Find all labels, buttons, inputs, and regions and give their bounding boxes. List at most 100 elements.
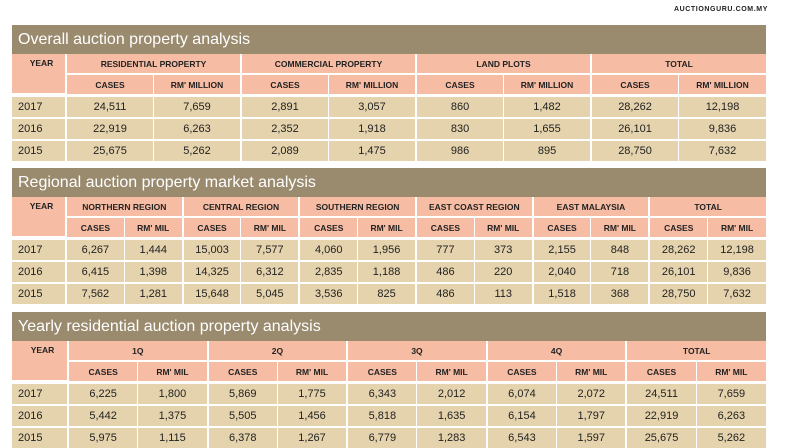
column-header: CASES [414,217,475,237]
row-spacer [12,381,766,384]
value-cell: 895 [503,141,592,161]
row-spacer [12,404,766,406]
group-header: SOUTHERN REGION [298,197,416,218]
column-header: CASES [206,361,278,381]
value-cell: 1,655 [503,119,592,139]
row-spacer [12,426,766,428]
value-cell: 7,632 [707,284,766,304]
value-cell: 9,836 [707,262,766,282]
column-header-row: CASES RM' MIL CASES RM' MIL CASES RM' MIL CASE… [12,217,766,237]
value-cell: 5,262 [153,141,242,161]
group-header: TOTAL [648,197,766,218]
value-cell: 368 [590,284,650,304]
column-header: CASES [64,217,125,237]
column-header: CASES [531,217,591,237]
value-cell: 860 [415,97,504,117]
column-header: CASES [648,217,708,237]
column-header: RM' MIL [357,217,416,237]
value-cell: 28,750 [648,284,708,304]
value-cell: 1,797 [556,406,627,426]
value-cell: 4,060 [298,240,358,260]
year-cell: 2015 [12,284,66,304]
column-header: CASES [485,361,557,381]
column-header: CASES [240,74,329,94]
year-cell: 2017 [12,240,66,260]
group-header: CENTRAL REGION [181,197,300,218]
column-header: CASES [625,361,697,381]
table-row: 2017 24,511 7,659 2,891 3,057 860 1,482 28,262 1… [12,97,767,117]
value-cell: 825 [357,284,416,304]
group-header: EAST COAST REGION [414,197,533,218]
value-cell: 22,919 [65,119,154,139]
value-cell: 7,659 [695,384,766,404]
row-spacer [12,282,766,284]
regional-analysis-table: YEAR NORTHERN REGION CENTRAL REGION SOUTHER… [12,197,766,304]
group-header: 3Q [346,341,487,362]
table-row: 2015 7,562 1,281 15,648 5,045 3,536 825 486 113 1… [12,284,766,304]
row-spacer-cell [12,426,766,428]
column-header: CASES [298,217,358,237]
value-cell: 6,312 [240,262,300,282]
value-cell: 2,040 [531,262,591,282]
value-cell: 5,505 [206,406,278,426]
overall-analysis-table: YEAR RESIDENTIAL PROPERTY COMMERCIAL PROPE… [12,54,767,161]
value-cell: 7,562 [64,284,125,304]
value-cell: 5,442 [67,406,138,426]
value-cell: 12,198 [707,240,766,260]
year-cell: 2015 [12,428,68,448]
value-cell: 15,003 [181,240,241,260]
value-cell: 2,072 [556,384,627,404]
residential-yearly-table: YEAR 1Q 2Q 3Q 4Q TOTAL CASES RM' MIL CASES RM' MI… [12,341,766,448]
column-header: RM' MILLION [328,74,417,94]
group-header: NORTHERN REGION [65,197,183,218]
group-header-row: YEAR RESIDENTIAL PROPERTY COMMERCIAL PROPE… [12,54,767,95]
table-row: 2016 5,442 1,375 5,505 1,456 5,818 1,635 6,154 1… [12,406,766,426]
overall-analysis-title: Overall auction property analysis [12,25,766,54]
source-credit: AUCTIONGURU.COM.MY [673,6,768,13]
value-cell: 486 [414,284,475,304]
value-cell: 1,398 [123,262,183,282]
value-cell: 486 [414,262,475,282]
value-cell: 5,262 [695,428,766,448]
row-spacer [12,117,767,119]
value-cell: 220 [473,262,533,282]
value-cell: 6,074 [485,384,557,404]
year-cell: 2016 [12,119,66,139]
value-cell: 986 [415,141,504,161]
value-cell: 22,919 [625,406,697,426]
year-cell: 2017 [12,97,66,117]
value-cell: 14,325 [181,262,241,282]
column-header: RM' MILLION [503,74,592,94]
column-header: RM' MILLION [678,74,767,94]
value-cell: 2,012 [416,384,487,404]
value-cell: 1,635 [416,406,487,426]
table-row: 2016 22,919 6,263 2,352 1,918 830 1,655 26,101 9… [12,119,767,139]
value-cell: 1,188 [357,262,416,282]
row-spacer-cell [12,237,766,240]
year-header: YEAR [12,341,68,382]
year-cell: 2016 [12,262,66,282]
value-cell: 15,648 [181,284,241,304]
year-cell: 2015 [12,141,66,161]
year-cell: 2016 [12,406,68,426]
value-cell: 1,375 [137,406,208,426]
value-cell: 2,352 [240,119,329,139]
year-header: YEAR [12,54,66,95]
column-header: RM' MIL [240,217,300,237]
value-cell: 830 [415,119,504,139]
value-cell: 2,891 [240,97,329,117]
value-cell: 848 [590,240,650,260]
value-cell: 777 [414,240,475,260]
row-spacer-cell [12,404,766,406]
value-cell: 3,536 [298,284,358,304]
column-header: RM' MIL [276,361,348,381]
column-header: CASES [67,361,138,381]
value-cell: 1,267 [276,428,348,448]
column-header: RM' MILLION [153,74,242,94]
column-header-row: CASES RM' MIL CASES RM' MIL CASES RM' MIL CASE… [12,361,766,381]
value-cell: 113 [473,284,533,304]
value-cell: 1,775 [276,384,348,404]
regional-analysis-section: Regional auction property market analysi… [12,168,766,304]
value-cell: 6,343 [346,384,417,404]
column-header: RM' MIL [473,217,533,237]
